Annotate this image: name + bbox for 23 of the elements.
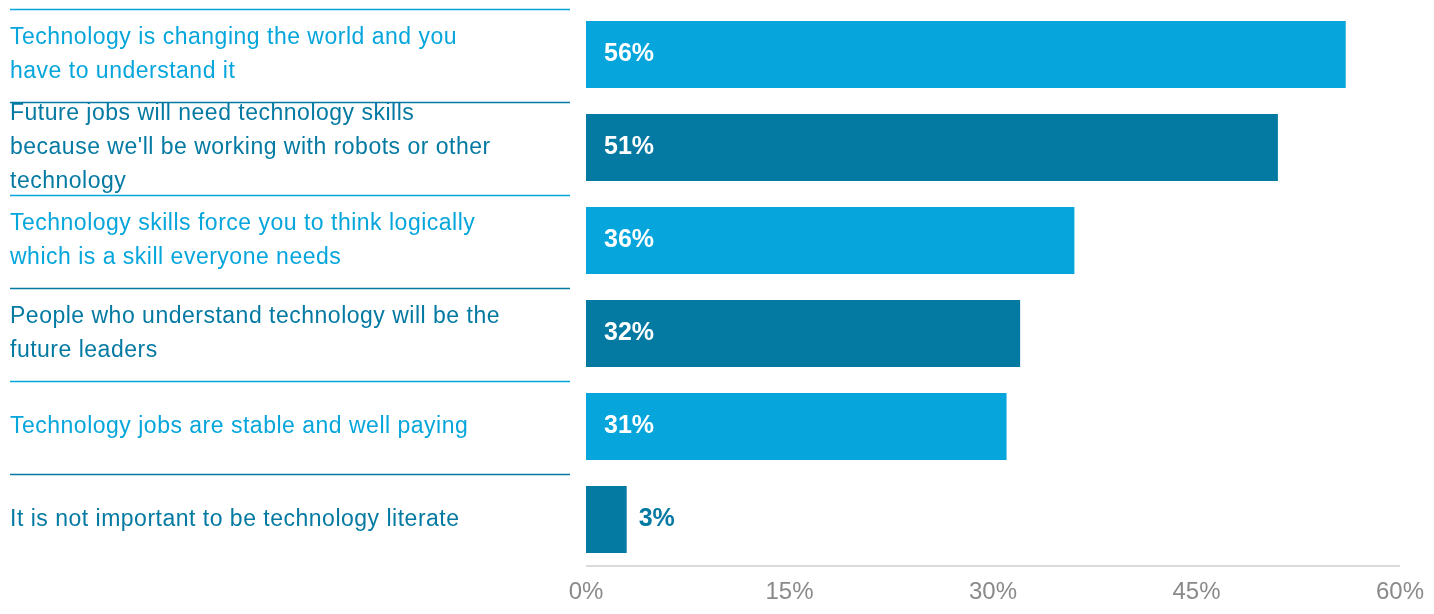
x-tick-label: 15% [765,577,814,605]
bar [586,486,627,554]
y-tick-label: Technology jobs are stable and well paying [10,411,469,438]
data-label: 3% [638,503,675,532]
bar [586,393,1007,461]
y-tick-label: Future jobs will need technology skills because we'll be working with robots or other technology [10,98,491,193]
bar [586,207,1075,275]
x-tick-label: 0% [568,577,604,605]
data-label: 51% [604,131,655,160]
y-tick-label: Technology skills force you to think logically which is a skill everyone needs [9,208,476,269]
bar [586,114,1278,182]
x-tick-label: 60% [1375,577,1425,605]
bar [586,300,1021,368]
data-label: 31% [604,410,655,439]
data-label: 36% [604,224,655,253]
data-label: 56% [604,38,655,67]
data-label: 32% [604,317,655,346]
bar [586,21,1346,89]
y-tick-label: People who understand technology will be the future leaders [10,301,500,362]
y-tick-label: It is not important to be technology literate [10,504,460,531]
x-tick-label: 30% [968,577,1018,605]
x-tick-label: 45% [1172,577,1221,605]
y-tick-label: Technology is changing the world and you have to understand it [10,22,458,83]
